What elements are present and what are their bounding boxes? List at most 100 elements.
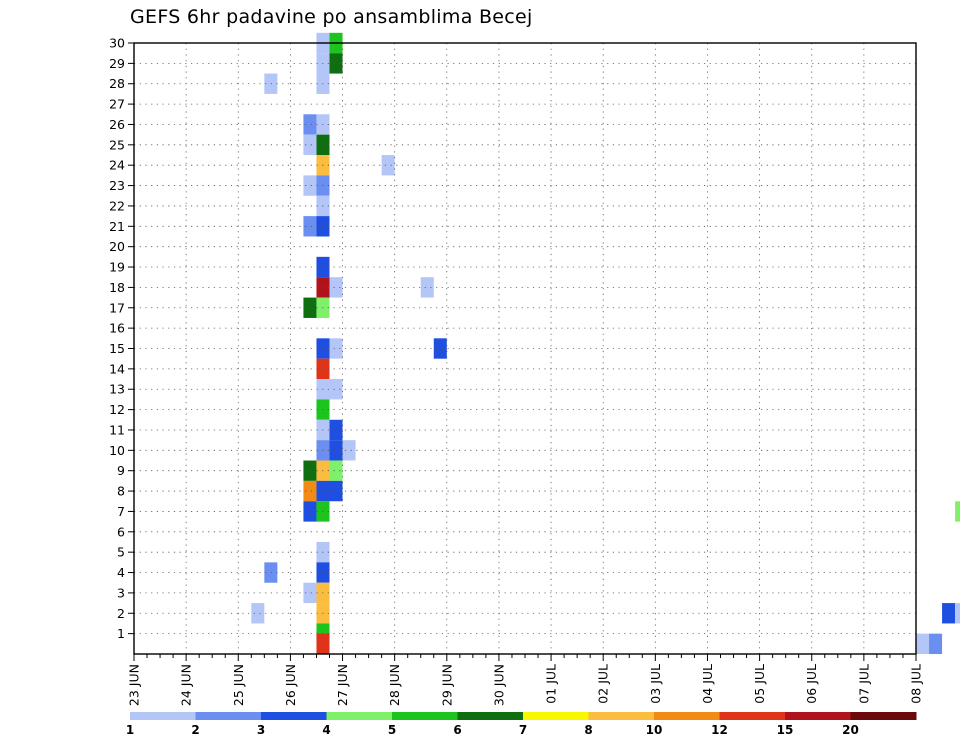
heatmap-cell: [316, 633, 330, 654]
x-tick-label: 25 JUN: [231, 664, 246, 706]
x-tick-label: 05 JUL: [752, 664, 767, 704]
heatmap-cell: [251, 603, 265, 624]
y-tick-label: 25: [109, 137, 125, 152]
y-tick-label: 28: [109, 76, 125, 91]
heatmap-cell: [303, 134, 317, 156]
colorbar-label: 20: [842, 723, 859, 737]
colorbar-label: 8: [584, 723, 592, 737]
y-tick-label: 24: [109, 158, 125, 173]
y-tick-label: 13: [109, 382, 125, 397]
heatmap-cell: [929, 633, 943, 654]
y-tick-label: 7: [117, 504, 125, 519]
heatmap-cell: [303, 582, 317, 604]
colorbar-swatch: [130, 712, 196, 720]
colorbar-swatch: [326, 712, 393, 720]
y-tick-label: 11: [109, 422, 125, 437]
y-tick-label: 16: [109, 321, 125, 336]
colorbar-swatch: [195, 712, 262, 720]
heatmap-cell: [329, 480, 343, 502]
heatmap-cell: [303, 114, 317, 135]
heatmap-cell: [303, 175, 317, 196]
x-tick-label: 26 JUN: [283, 664, 298, 706]
y-tick-label: 19: [109, 260, 125, 275]
colorbar-swatch: [719, 712, 786, 720]
y-tick-label: 3: [117, 585, 125, 600]
heatmap-cell: [303, 297, 317, 318]
colorbar-label: 15: [777, 723, 794, 737]
y-tick-label: 15: [109, 341, 125, 356]
colorbar-swatch: [785, 712, 851, 720]
heatmap-cell: [303, 460, 317, 481]
colorbar-label: 2: [191, 723, 199, 737]
colorbar-label: 1: [126, 723, 134, 737]
heatmap-cell: [303, 501, 317, 522]
colorbar-swatch: [261, 712, 327, 720]
y-tick-label: 23: [109, 178, 125, 193]
y-tick-label: 6: [117, 524, 125, 539]
x-tick-label: 06 JUL: [804, 664, 819, 704]
heatmap-cell: [942, 603, 956, 624]
x-tick-label: 08 JUL: [909, 664, 924, 704]
y-tick-label: 9: [117, 463, 125, 478]
heatmap-cell: [955, 501, 960, 522]
colorbar-swatch: [850, 712, 917, 720]
colorbar-label: 5: [388, 723, 396, 737]
x-tick-label: 29 JUN: [439, 664, 454, 706]
heatmap-cell: [955, 603, 960, 624]
y-tick-label: 12: [109, 402, 125, 417]
colorbar-label: 10: [646, 723, 663, 737]
y-tick-label: 5: [117, 545, 125, 560]
y-tick-label: 17: [109, 300, 125, 315]
heatmap-cell: [329, 440, 343, 461]
colorbar-label: 6: [453, 723, 461, 737]
colorbar-label: 7: [519, 723, 527, 737]
colorbar-swatch: [523, 712, 589, 720]
heatmap-cell: [433, 338, 447, 359]
heatmap-cell: [329, 379, 343, 400]
heatmap-cell: [420, 277, 434, 298]
colorbar-label: 12: [711, 723, 728, 737]
x-tick-label: 03 JUL: [648, 664, 663, 704]
x-tick-label: 07 JUL: [856, 664, 871, 704]
heatmap-cell: [329, 53, 343, 74]
colorbar-swatch: [588, 712, 655, 720]
plot-frame: [133, 42, 917, 655]
y-tick-label: 2: [117, 606, 125, 621]
x-tick-label: 27 JUN: [335, 664, 350, 706]
x-tick-label: 24 JUN: [179, 664, 194, 706]
colorbar-label: 3: [257, 723, 265, 737]
heatmap-cell: [303, 480, 317, 502]
y-tick-label: 27: [109, 97, 125, 112]
x-tick-label: 30 JUN: [491, 664, 506, 706]
y-tick-label: 4: [117, 565, 125, 580]
colorbar-label: 4: [322, 723, 330, 737]
y-tick-label: 22: [109, 198, 125, 213]
x-tick-label: 28 JUN: [387, 664, 402, 706]
y-tick-label: 29: [109, 56, 125, 71]
x-tick-label: 04 JUL: [700, 664, 715, 704]
heatmap-cell: [329, 460, 343, 481]
chart-title: GEFS 6hr padavine po ansamblima Becej: [130, 6, 533, 28]
y-tick-label: 8: [117, 484, 125, 499]
y-tick-label: 21: [109, 219, 125, 234]
x-tick-label: 02 JUL: [596, 664, 611, 704]
y-tick-label: 14: [109, 361, 125, 376]
heatmap-cell: [342, 440, 356, 461]
colorbar-swatch: [654, 712, 720, 720]
heatmap-cell: [329, 338, 343, 359]
colorbar-swatch: [457, 712, 524, 720]
x-tick-label: 23 JUN: [127, 664, 142, 706]
y-tick-label: 30: [109, 36, 125, 51]
x-tick-label: 01 JUL: [544, 664, 559, 704]
y-tick-label: 26: [109, 117, 125, 132]
heatmap-cell: [329, 419, 343, 441]
heatmap-cell: [381, 155, 395, 176]
y-tick-label: 20: [109, 239, 125, 254]
y-tick-label: 10: [109, 443, 125, 458]
y-tick-label: 18: [109, 280, 125, 295]
heatmap-cell: [303, 216, 317, 237]
y-tick-label: 1: [117, 626, 125, 641]
heatmap-cell: [329, 277, 343, 298]
colorbar-swatch: [392, 712, 458, 720]
